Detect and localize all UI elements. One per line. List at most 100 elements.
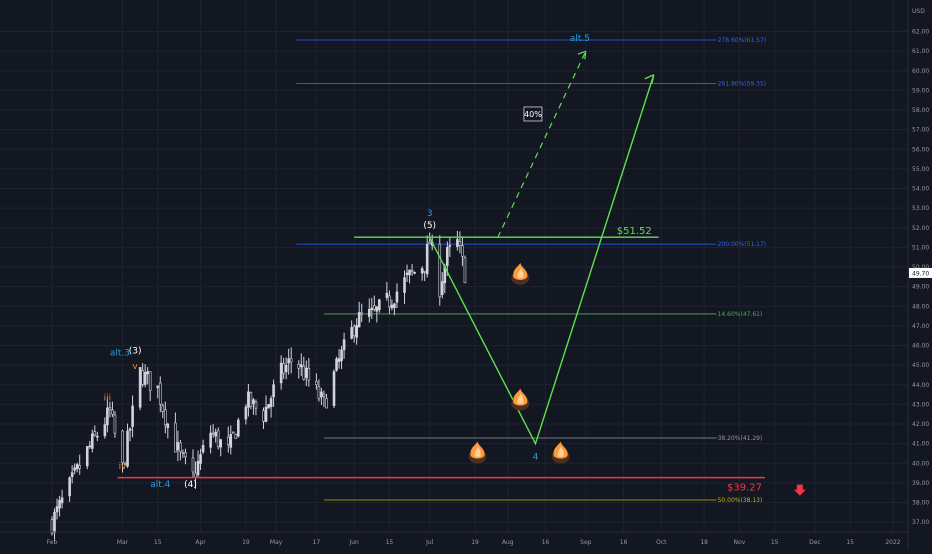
candle-body: [367, 308, 371, 317]
last-price-badge: [909, 267, 932, 278]
candle-body: [126, 430, 129, 467]
fib-level-label: 50.00%(38.13): [718, 497, 763, 504]
price-tick-label: 45.00: [912, 362, 929, 369]
candle-body: [201, 445, 205, 453]
candle-body: [352, 326, 356, 337]
candle-body: [252, 399, 255, 405]
candle-body: [176, 442, 180, 451]
candle-body: [70, 472, 74, 477]
candle-body: [428, 241, 431, 244]
candle-body: [88, 445, 92, 448]
probability-box: [523, 106, 543, 122]
fib-level-label: 278.60%(61.57): [718, 37, 767, 44]
projection-paths: $39.27 $51.52: [117, 50, 806, 496]
time-tick-label: 15: [386, 539, 394, 546]
candle-body: [317, 386, 321, 400]
candle-body: [410, 270, 414, 272]
wave-labels: alt.5 40% alt.3(3) v iii iv alt.4 (4) 3 (5) 4: [104, 34, 590, 490]
wave-label: v: [132, 362, 138, 372]
candle-body: [166, 423, 170, 428]
wave-label: alt.3: [110, 348, 130, 358]
fib-level-label: 38.20%(41.29): [718, 435, 763, 442]
time-tick-label: 15: [154, 539, 162, 546]
candle-body: [357, 312, 361, 328]
candle-body: [113, 414, 117, 434]
candle-body: [143, 372, 147, 385]
fire-icon: [511, 262, 530, 285]
candle-body: [199, 454, 202, 464]
candle-body: [385, 292, 389, 298]
candle-body: [360, 312, 364, 315]
candle-body: [446, 246, 449, 266]
candle-body: [128, 428, 132, 431]
time-tick-label: Dec: [809, 539, 821, 546]
candle-body: [214, 431, 217, 437]
fire-icon: [551, 441, 570, 464]
price-tick-label: 40.00: [912, 460, 929, 467]
candle-body: [226, 436, 230, 445]
candle-body: [181, 452, 185, 454]
candle-body: [269, 398, 273, 408]
candle-body: [340, 349, 343, 362]
candle-body: [196, 460, 200, 476]
candle-body: [297, 363, 301, 369]
candle-body: [299, 364, 303, 368]
candle-body: [244, 406, 248, 420]
candle-body: [325, 398, 328, 409]
price-tick-label: 56.00: [912, 146, 929, 153]
projection-arrowhead: [644, 74, 655, 84]
alt-projection-arrowhead: [577, 50, 587, 60]
candle-body: [179, 442, 182, 453]
candle-body: [231, 431, 235, 434]
candle-body: [420, 268, 424, 274]
candle-body: [108, 407, 112, 410]
fib-level-label: 200.00%(51.17): [718, 241, 767, 248]
time-tick-label: 2022: [885, 539, 900, 546]
time-tick-label: Jul: [425, 539, 434, 546]
candle-body: [372, 305, 376, 310]
wave-label: (4): [184, 480, 197, 490]
grid: [0, 0, 908, 532]
candle-body: [413, 271, 416, 274]
time-tick-label: 19: [242, 539, 250, 546]
candle-body: [158, 382, 162, 405]
candle-body: [378, 299, 381, 311]
candle-body: [282, 363, 285, 374]
candle-body: [58, 499, 61, 509]
candle-body: [408, 269, 411, 276]
candle-body: [53, 511, 56, 534]
candle-body: [96, 435, 99, 438]
candle-body: [106, 407, 109, 426]
price-tick-label: 46.00: [912, 343, 929, 350]
probability-label: 40%: [524, 110, 542, 119]
candle-body: [458, 241, 462, 246]
price-tick-label: 51.00: [912, 244, 929, 251]
price-tick-label: 58.00: [912, 107, 929, 114]
time-tick-label: Oct: [656, 539, 667, 546]
support-price-label: $39.27: [727, 483, 762, 494]
alt-projection-line: [497, 50, 587, 238]
price-tick-label: 42.00: [912, 421, 929, 428]
time-axis[interactable]: Feb Mar 15 Apr 19 May 17 Jun 15 Jul 19 Aug 16 Sep 16 Oc…: [0, 531, 908, 546]
candle-body: [289, 358, 293, 363]
candle-body: [262, 410, 265, 422]
candle-body: [141, 370, 144, 385]
price-axis[interactable]: USD 37.00 38.00 39.00 40.00 41.00 42.00 43.00 44…: [907, 0, 932, 550]
candlestick-series: [50, 230, 467, 542]
price-tick-label: 62.00: [912, 29, 929, 36]
candle-body: [174, 422, 177, 453]
time-tick-label: Aug: [502, 539, 514, 546]
candle-body: [438, 243, 442, 298]
candle-body: [184, 452, 187, 458]
currency-label: USD: [912, 8, 925, 15]
candle-body: [234, 434, 238, 440]
price-tick-label: 57.00: [912, 127, 929, 134]
candle-body: [247, 391, 250, 408]
price-tick-label: 61.00: [912, 48, 929, 55]
candle-body: [405, 272, 409, 276]
price-tick-label: 49.00: [912, 284, 929, 291]
candle-body: [267, 404, 270, 409]
candle-body: [123, 463, 127, 465]
